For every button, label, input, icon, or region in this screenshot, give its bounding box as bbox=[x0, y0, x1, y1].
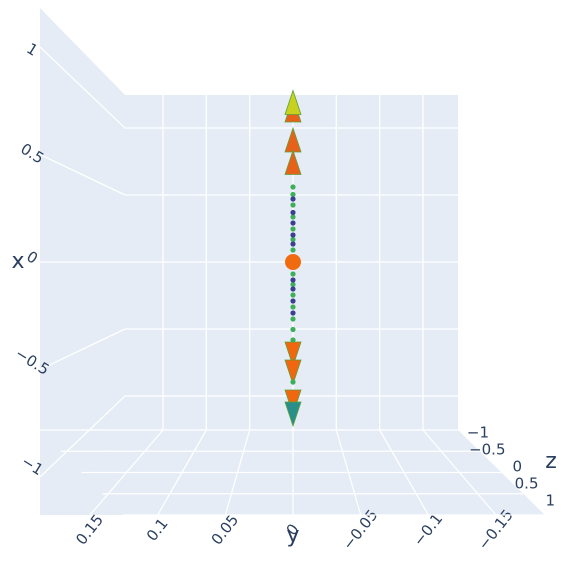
point bbox=[290, 214, 296, 220]
point bbox=[290, 298, 296, 304]
point bbox=[290, 304, 296, 310]
point bbox=[290, 184, 296, 190]
z-tick-label: 1 bbox=[545, 492, 555, 510]
point bbox=[290, 209, 296, 216]
point bbox=[290, 220, 296, 226]
cone bbox=[284, 359, 302, 386]
point bbox=[290, 326, 296, 333]
cone bbox=[284, 149, 302, 175]
point bbox=[290, 379, 296, 385]
point bbox=[290, 241, 296, 247]
y-tick-label: 0.05 bbox=[208, 511, 243, 548]
point bbox=[290, 196, 296, 202]
z-tick-label: 0.5 bbox=[515, 475, 539, 493]
point bbox=[290, 191, 296, 198]
point bbox=[290, 247, 296, 253]
y-tick-label: 0.15 bbox=[72, 511, 107, 548]
cone bbox=[284, 401, 302, 428]
y-tick-label: −0.1 bbox=[410, 510, 447, 550]
x-axis-title: x bbox=[11, 249, 24, 274]
point bbox=[290, 337, 296, 343]
point bbox=[290, 277, 296, 283]
point bbox=[290, 310, 296, 316]
z-tick-label: 0 bbox=[512, 458, 522, 476]
grid-line bbox=[39, 46, 126, 129]
cone bbox=[284, 89, 302, 115]
z-tick-label: −0.5 bbox=[469, 441, 505, 459]
point bbox=[290, 316, 296, 322]
x-tick-label: 1 bbox=[23, 39, 41, 59]
grid-line bbox=[39, 395, 126, 478]
point bbox=[290, 292, 296, 298]
x-tick-label: 0 bbox=[23, 247, 41, 267]
point bbox=[290, 236, 296, 243]
sphere bbox=[285, 254, 301, 270]
point bbox=[290, 232, 296, 238]
point bbox=[290, 271, 296, 277]
grid-line bbox=[39, 328, 126, 371]
point bbox=[290, 286, 296, 292]
point bbox=[290, 281, 296, 288]
z-axis-title: z bbox=[545, 449, 557, 474]
point bbox=[290, 226, 296, 232]
y-tick-label: 0.1 bbox=[143, 515, 172, 545]
grid-line bbox=[39, 153, 126, 196]
y-axis-title: y bbox=[286, 523, 299, 548]
point bbox=[290, 202, 296, 208]
z-tick-label: −1 bbox=[467, 424, 489, 442]
